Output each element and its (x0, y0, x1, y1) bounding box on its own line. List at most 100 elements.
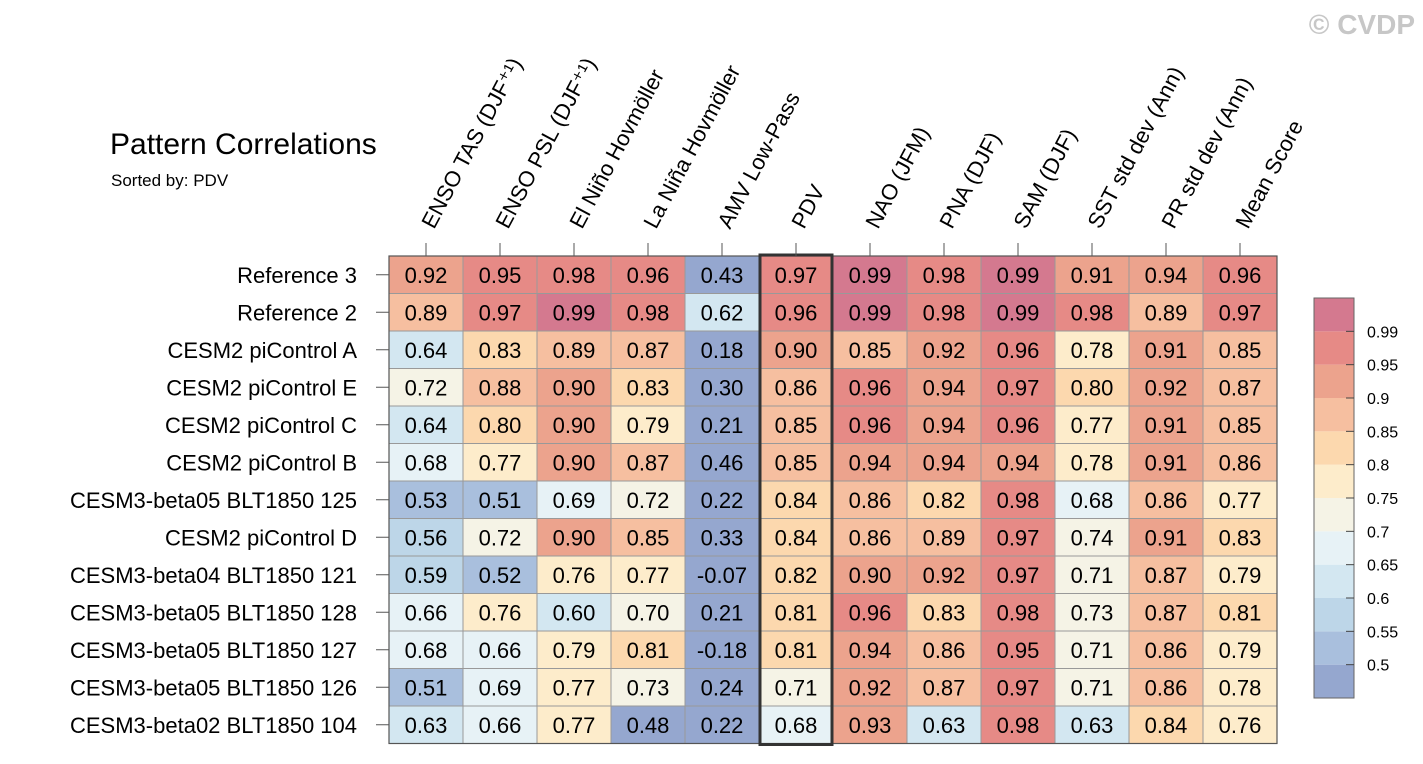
cell-value: 0.97 (997, 525, 1040, 550)
heatmap-cell (537, 256, 611, 294)
cell-value: 0.33 (701, 525, 744, 550)
heatmap-cell (907, 593, 981, 631)
cell-value: 0.86 (1219, 450, 1262, 475)
heatmap-cell (1203, 368, 1277, 406)
heatmap-cell (1129, 256, 1203, 294)
cell-value: 0.72 (627, 488, 670, 513)
cell-value: 0.90 (553, 525, 596, 550)
cell-value: 0.21 (701, 413, 744, 438)
cell-value: 0.86 (1145, 675, 1188, 700)
colorbar-label: 0.55 (1367, 624, 1398, 641)
heatmap-cell (537, 293, 611, 331)
cell-value: 0.68 (775, 713, 818, 738)
cell-value: 0.99 (849, 300, 892, 325)
heatmap-cell (463, 593, 537, 631)
cell-value: 0.77 (1219, 488, 1262, 513)
heatmap-cell (611, 556, 685, 594)
heatmap-cell (463, 556, 537, 594)
row-label: CESM3-beta05 BLT1850 128 (70, 600, 357, 625)
cell-value: 0.90 (553, 413, 596, 438)
cell-value: 0.71 (1071, 563, 1114, 588)
cell-value: 0.82 (923, 488, 966, 513)
cell-value: 0.88 (479, 375, 522, 400)
cell-value: 0.79 (553, 638, 596, 663)
cell-value: 0.97 (997, 563, 1040, 588)
cell-value: 0.77 (1071, 413, 1114, 438)
cell-value: 0.90 (775, 338, 818, 363)
heatmap-cell (1203, 556, 1277, 594)
heatmap-cell (389, 593, 463, 631)
cell-value: 0.74 (1071, 525, 1114, 550)
heatmap-cell (1055, 293, 1129, 331)
row-label: CESM3-beta04 BLT1850 121 (70, 563, 357, 588)
heatmap-cell (463, 481, 537, 519)
column-label: PDV (786, 180, 829, 232)
colorbar-label: 0.99 (1367, 324, 1398, 341)
heatmap-cell (981, 518, 1055, 556)
heatmap-cell (1203, 406, 1277, 444)
heatmap-cell (1203, 331, 1277, 369)
cell-value: 0.73 (627, 675, 670, 700)
heatmap-cell (759, 406, 833, 444)
heatmap-cell (759, 631, 833, 669)
colorbar-swatch (1314, 531, 1354, 565)
column-labels: ENSO TAS (DJF⁺¹)ENSO PSL (DJF⁺¹)El Niño … (416, 53, 1308, 256)
heatmap-cell (611, 256, 685, 294)
heatmap-cell (537, 556, 611, 594)
colorbar-swatch (1314, 398, 1354, 432)
heatmap-cell (611, 331, 685, 369)
cell-value: 0.63 (923, 713, 966, 738)
heatmap-cell (537, 406, 611, 444)
heatmap-cell (1129, 331, 1203, 369)
heatmap-cell (981, 406, 1055, 444)
cell-value: 0.86 (1145, 488, 1188, 513)
cell-value: 0.82 (775, 563, 818, 588)
cell-value: 0.52 (479, 563, 522, 588)
cell-value: 0.76 (479, 600, 522, 625)
cell-value: 0.85 (1219, 338, 1262, 363)
cell-value: 0.64 (405, 338, 448, 363)
colorbar-swatch (1314, 564, 1354, 598)
cell-value: 0.94 (849, 450, 892, 475)
column-label: Mean Score (1230, 116, 1308, 232)
cell-value: 0.78 (1071, 450, 1114, 475)
heatmap-cell (907, 518, 981, 556)
cell-value: 0.43 (701, 263, 744, 288)
heatmap-cell (1203, 293, 1277, 331)
heatmap-cell (1129, 443, 1203, 481)
heatmap-cell (981, 293, 1055, 331)
heatmap-cell (1129, 593, 1203, 631)
heatmap-cell (1055, 368, 1129, 406)
heatmap-cell (1055, 706, 1129, 744)
heatmap-cell (759, 293, 833, 331)
cell-value: 0.22 (701, 488, 744, 513)
cell-value: 0.51 (479, 488, 522, 513)
cell-value: 0.18 (701, 338, 744, 363)
heatmap-cell (759, 706, 833, 744)
cell-value: 0.86 (849, 525, 892, 550)
heatmap-cell (1203, 631, 1277, 669)
cell-value: 0.68 (405, 638, 448, 663)
cell-value: 0.93 (849, 713, 892, 738)
heatmap-cell (907, 443, 981, 481)
cell-value: 0.64 (405, 413, 448, 438)
heatmap-cell (1129, 631, 1203, 669)
cell-value: 0.77 (553, 675, 596, 700)
heatmap-cell (1203, 443, 1277, 481)
cell-value: 0.78 (1071, 338, 1114, 363)
cell-value: 0.69 (553, 488, 596, 513)
cell-value: 0.85 (775, 450, 818, 475)
heatmap-cell (1055, 481, 1129, 519)
cell-value: 0.77 (553, 713, 596, 738)
cell-value: 0.63 (1071, 713, 1114, 738)
heatmap-cell (1129, 368, 1203, 406)
colorbar-swatch (1314, 598, 1354, 632)
cell-value: 0.92 (923, 338, 966, 363)
heatmap-cell (1055, 631, 1129, 669)
cell-value: 0.84 (775, 488, 818, 513)
cell-value: 0.86 (849, 488, 892, 513)
colorbar-swatch (1314, 664, 1354, 698)
heatmap-cell (907, 706, 981, 744)
heatmap-cell (1129, 293, 1203, 331)
cell-value: 0.87 (627, 338, 670, 363)
